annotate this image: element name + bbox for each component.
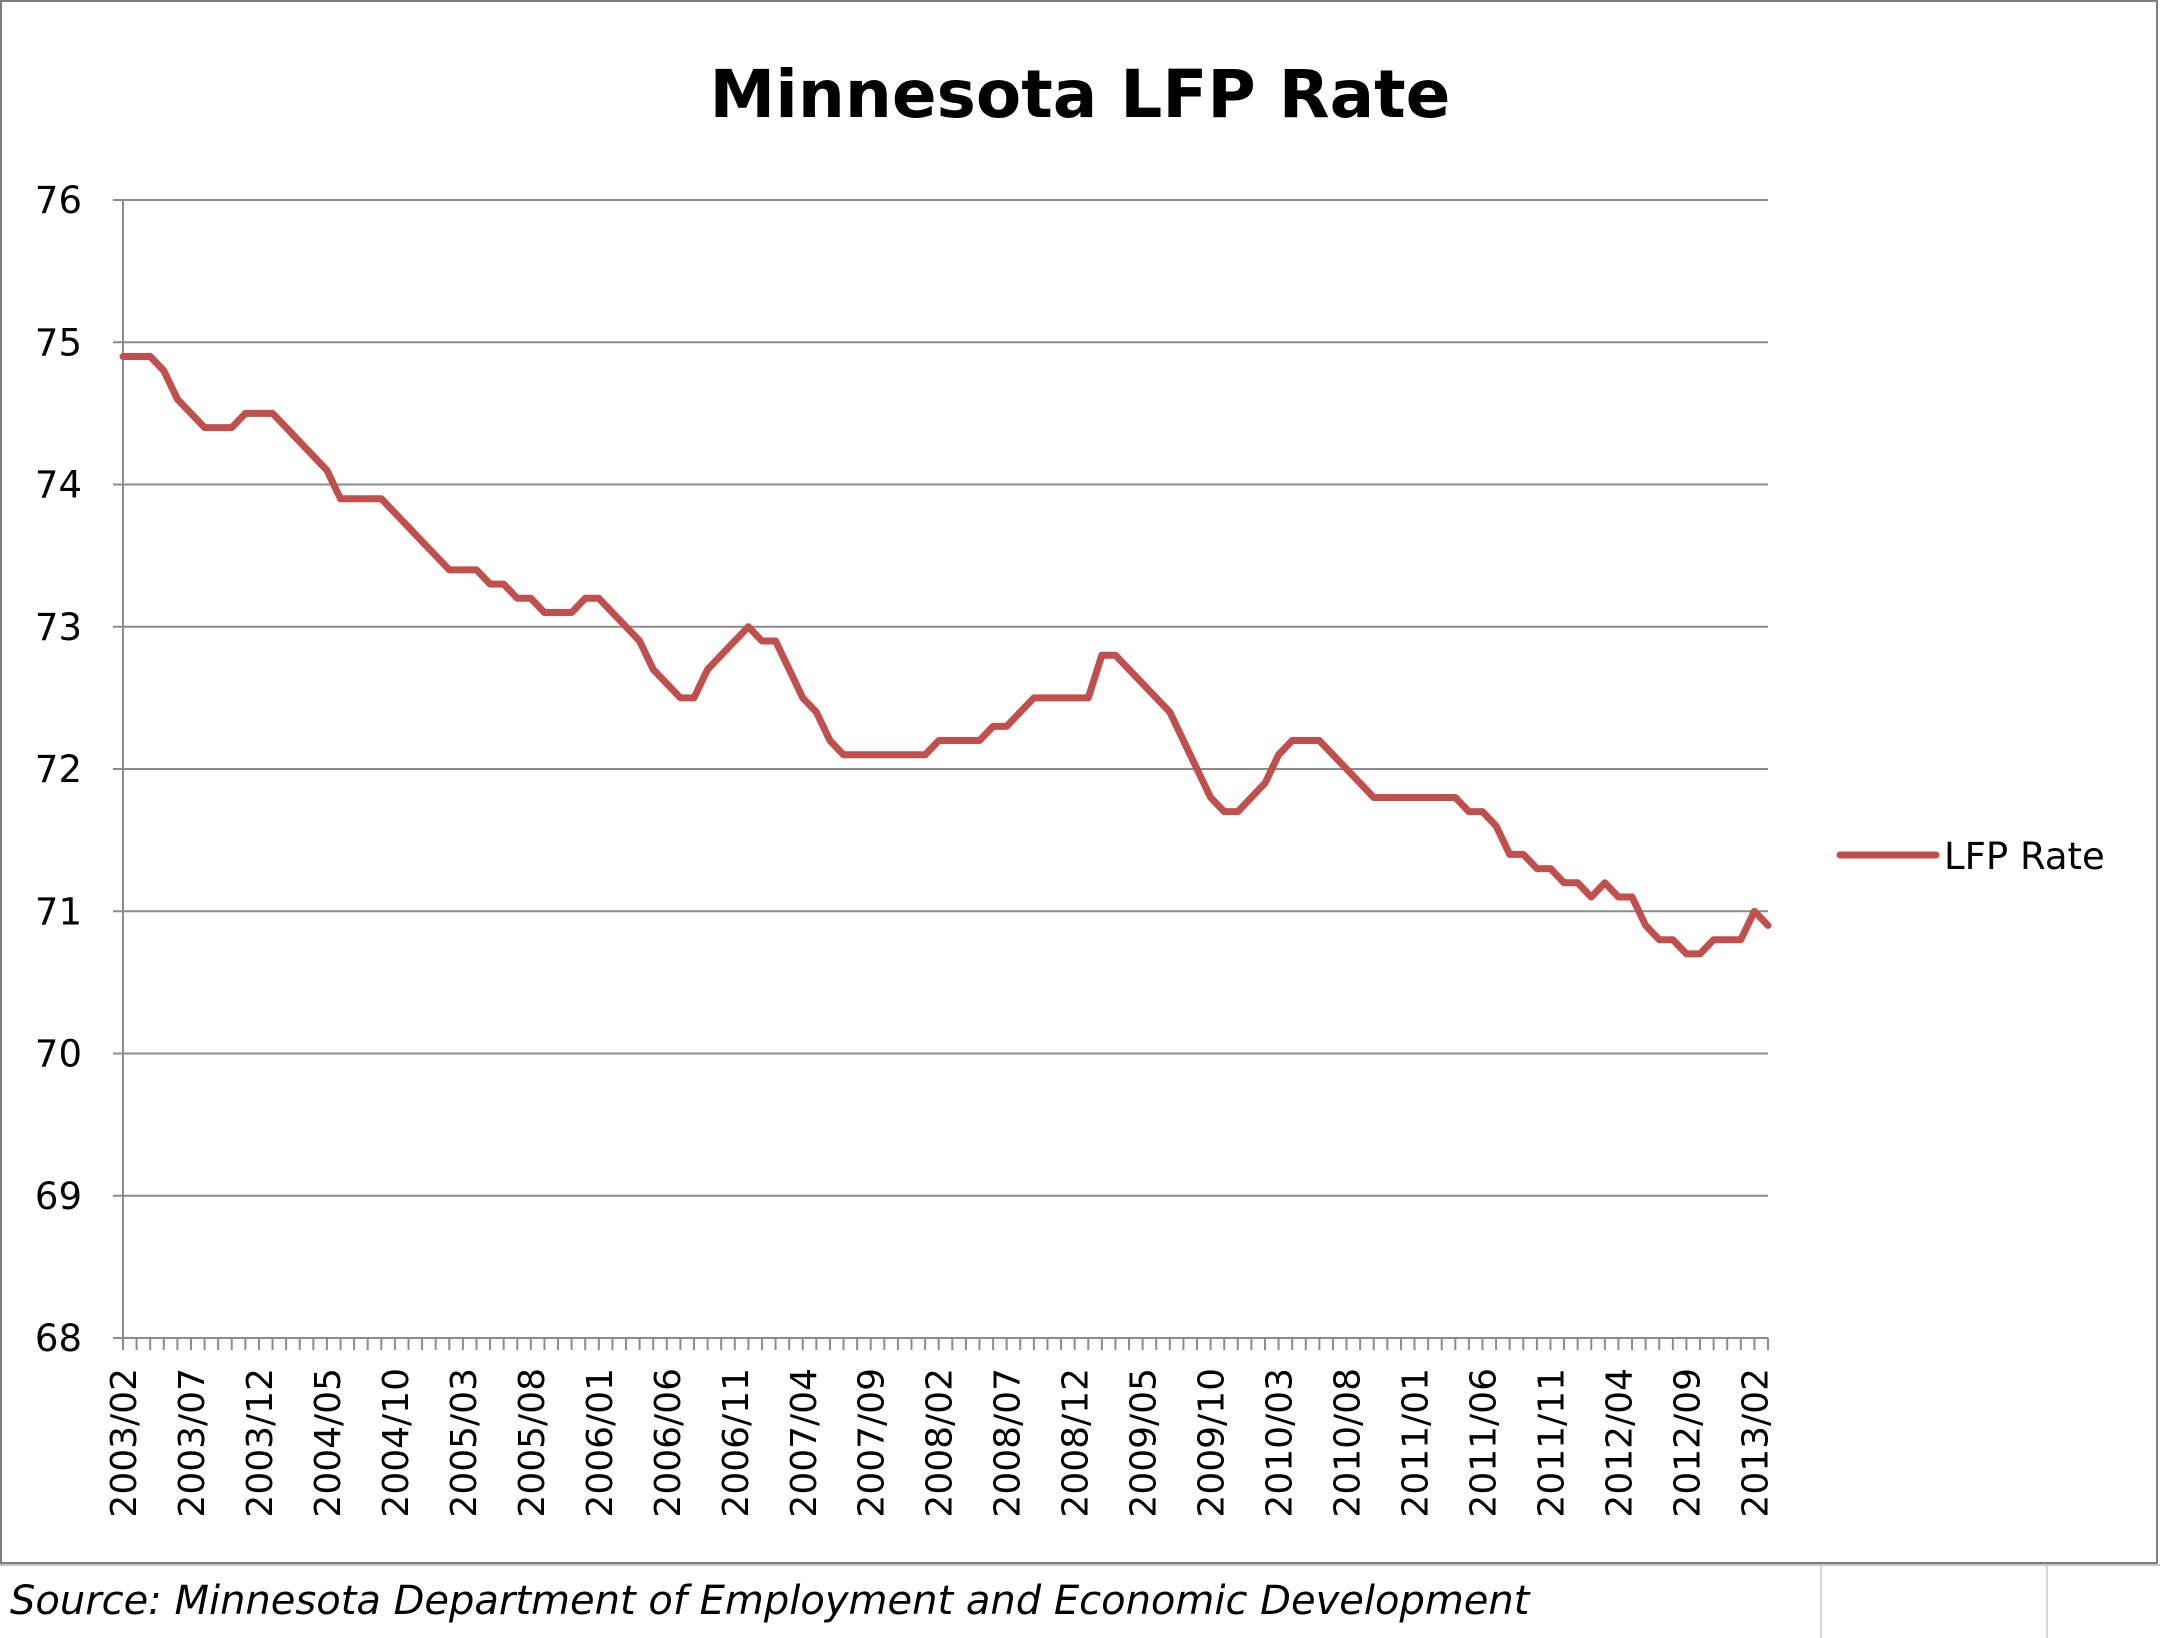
- chart-area: [0, 0, 2158, 1564]
- x-tick-label: 2003/02: [104, 1368, 145, 1518]
- x-tick-label: 2012/04: [1599, 1368, 1640, 1518]
- x-tick-label: 2003/07: [172, 1368, 213, 1518]
- x-tick-label: 2010/03: [1260, 1368, 1301, 1518]
- x-tick-label: 2011/06: [1464, 1368, 1505, 1518]
- x-tick-label: 2006/06: [648, 1368, 689, 1518]
- x-tick-label: 2006/01: [580, 1368, 621, 1518]
- chart-title: Minnesota LFP Rate: [710, 56, 1451, 133]
- legend: LFP Rate: [1836, 835, 2105, 878]
- x-tick-label: 2012/09: [1667, 1368, 1708, 1518]
- cell-divider: [2046, 1566, 2048, 1638]
- series-line-lfp-rate: [119, 352, 1772, 958]
- legend-label: LFP Rate: [1944, 835, 2105, 878]
- y-tick-label: 70: [35, 1033, 82, 1076]
- y-tick-label: 72: [35, 748, 82, 791]
- y-tick-label: 68: [35, 1317, 82, 1360]
- y-tick-label: 73: [35, 606, 82, 649]
- axes: 68 69 70 71 72 73 74 75 76 2003/02 2003/07 2003/12 2…: [35, 179, 1776, 1518]
- x-tick-label: 2004/10: [376, 1368, 417, 1518]
- y-tick-label: 75: [35, 321, 82, 364]
- x-tick-label: 2006/11: [716, 1368, 757, 1518]
- x-tick-label: 2009/10: [1192, 1368, 1233, 1518]
- x-tick-label: 2013/02: [1735, 1368, 1776, 1518]
- x-tick-label: 2005/08: [512, 1368, 553, 1518]
- y-tick-label: 71: [35, 890, 82, 933]
- x-tick-label: 2007/04: [784, 1368, 825, 1518]
- y-tick-label: 76: [35, 179, 82, 222]
- x-tick-label: 2008/07: [988, 1368, 1029, 1518]
- source-note: Source: Minnesota Department of Employme…: [10, 1578, 1530, 1624]
- x-tick-label: 2008/02: [920, 1368, 961, 1518]
- source-row: Source: Minnesota Department of Employme…: [0, 1564, 2160, 1638]
- x-tick-label: 2009/05: [1124, 1368, 1165, 1518]
- cell-divider: [1820, 1566, 1822, 1638]
- x-tick-label: 2003/12: [240, 1368, 281, 1518]
- line-chart: Minnesota LFP Rate 68 69 70 71 72 73 74 75 76 200…: [35, 56, 2105, 1518]
- x-tick-label: 2011/11: [1531, 1368, 1572, 1518]
- x-tick-label: 2005/03: [444, 1368, 485, 1518]
- x-tick-label: 2004/05: [308, 1368, 349, 1518]
- x-tick-label: 2011/01: [1396, 1368, 1437, 1518]
- gridlines: [123, 199, 1768, 1197]
- x-tick-label: 2007/09: [852, 1368, 893, 1518]
- x-tick-label: 2008/12: [1056, 1368, 1097, 1518]
- x-tick-label: 2010/08: [1328, 1368, 1369, 1518]
- y-tick-label: 69: [35, 1175, 82, 1218]
- y-tick-label: 74: [35, 464, 82, 507]
- series-lines: [119, 352, 1772, 958]
